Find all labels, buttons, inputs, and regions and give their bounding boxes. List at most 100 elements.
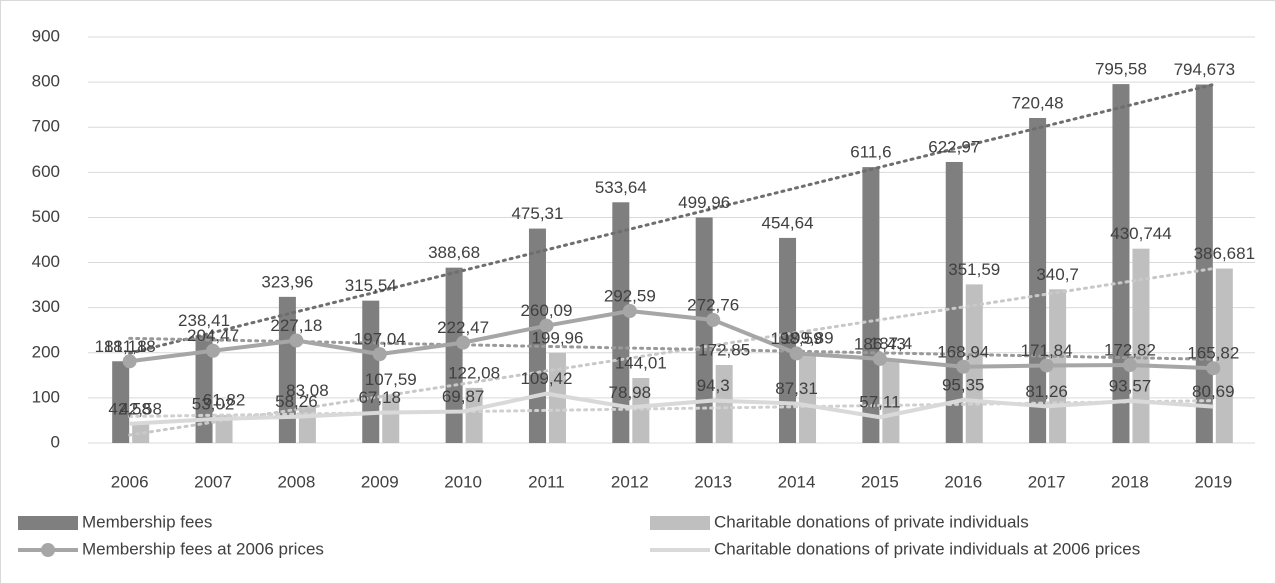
bar — [882, 358, 900, 443]
data-label: 171,84 — [1021, 341, 1073, 360]
marker — [706, 312, 721, 327]
data-label: 67,18 — [358, 388, 401, 407]
data-label: 533,64 — [595, 178, 647, 197]
data-label: 58,26 — [275, 392, 318, 411]
marker — [872, 351, 887, 366]
data-label: 351,59 — [948, 260, 1000, 279]
data-label: 499,96 — [678, 193, 730, 212]
x-tick-label: 2016 — [944, 472, 982, 491]
legend-label: Membership fees — [82, 512, 212, 531]
data-label: 340,7 — [1036, 265, 1079, 284]
trendline — [128, 399, 1215, 418]
bar — [1195, 84, 1213, 443]
bar — [278, 296, 296, 443]
data-label: 611,6 — [850, 143, 891, 162]
data-label: 181,18 — [104, 337, 156, 356]
data-label: 81,26 — [1025, 382, 1068, 401]
y-tick-label: 700 — [32, 117, 60, 136]
bar — [1112, 84, 1130, 444]
legend-swatch — [650, 516, 710, 530]
bar — [1215, 268, 1233, 443]
data-label: 165,82 — [1187, 344, 1239, 363]
legend-label: Charitable donations of private individu… — [714, 539, 1140, 558]
x-tick-label: 2018 — [1111, 472, 1149, 491]
bar — [1132, 248, 1150, 443]
data-label: 720,48 — [1012, 93, 1064, 112]
data-label: 95,35 — [942, 375, 985, 394]
marker — [956, 359, 971, 374]
data-label: 53,02 — [192, 395, 235, 414]
x-tick-label: 2019 — [1194, 472, 1232, 491]
data-label: 69,87 — [442, 387, 485, 406]
data-label: 475,31 — [511, 204, 563, 223]
data-label: 93,57 — [1109, 376, 1152, 395]
bar — [695, 217, 713, 443]
marker — [789, 346, 804, 361]
x-tick-label: 2011 — [528, 472, 565, 491]
data-label: 42,58 — [108, 399, 151, 418]
x-tick-label: 2014 — [778, 472, 816, 491]
data-label: 186,43 — [854, 334, 906, 353]
x-tick-label: 2012 — [611, 472, 649, 491]
data-label: 172,85 — [698, 341, 750, 360]
marker — [539, 318, 554, 333]
bar — [382, 394, 400, 443]
marker — [372, 347, 387, 362]
data-label: 430,744 — [1110, 224, 1171, 243]
marker — [1206, 361, 1221, 376]
y-tick-label: 200 — [32, 342, 60, 361]
data-label: 172,82 — [1104, 341, 1156, 360]
legend-label: Charitable donations of private individu… — [714, 512, 1029, 531]
y-tick-label: 0 — [51, 432, 60, 451]
data-label: 454,64 — [762, 213, 814, 232]
line — [129, 309, 1214, 371]
y-tick-label: 800 — [32, 72, 60, 91]
marker — [289, 333, 304, 348]
x-tick-label: 2017 — [1028, 472, 1066, 491]
data-label: 323,96 — [261, 272, 313, 291]
data-label: 292,59 — [604, 286, 656, 305]
data-label: 94,3 — [697, 376, 730, 395]
data-label: 83,08 — [286, 381, 329, 400]
marker — [122, 354, 137, 369]
legend-marker — [41, 543, 55, 557]
data-label: 168,94 — [937, 342, 989, 361]
y-tick-label: 300 — [32, 297, 60, 316]
legend-swatch — [18, 516, 78, 530]
bar — [799, 352, 817, 443]
bar — [632, 378, 650, 443]
bar — [862, 167, 880, 443]
x-tick-label: 2006 — [111, 472, 149, 491]
x-tick-label: 2007 — [194, 472, 232, 491]
y-tick-label: 600 — [32, 162, 60, 181]
data-label: 795,58 — [1095, 60, 1147, 79]
marker — [1039, 358, 1054, 373]
data-label: 109,42 — [520, 369, 572, 388]
bar — [548, 352, 566, 443]
y-tick-label: 500 — [32, 207, 60, 226]
bar — [132, 423, 150, 443]
marker — [622, 304, 637, 319]
data-label: 204,47 — [187, 326, 239, 345]
data-label: 122,08 — [448, 363, 500, 382]
bar — [612, 202, 630, 443]
data-label: 197,04 — [354, 330, 406, 349]
data-label: 107,59 — [365, 370, 417, 389]
bar — [715, 365, 733, 443]
bar — [465, 387, 483, 443]
data-label: 87,31 — [775, 379, 818, 398]
data-label: 260,09 — [520, 301, 572, 320]
data-label: 198,59 — [771, 329, 823, 348]
y-tick-label: 100 — [32, 387, 60, 406]
marker — [456, 335, 471, 350]
data-label: 386,681 — [1194, 244, 1255, 263]
data-label: 80,69 — [1192, 382, 1235, 401]
bar — [445, 267, 463, 443]
data-label: 78,98 — [609, 383, 652, 402]
data-label: 57,11 — [859, 393, 900, 412]
data-label: 388,68 — [428, 243, 480, 262]
x-tick-label: 2015 — [861, 472, 899, 491]
data-label: 144,01 — [615, 354, 667, 373]
x-tick-label: 2013 — [694, 472, 732, 491]
